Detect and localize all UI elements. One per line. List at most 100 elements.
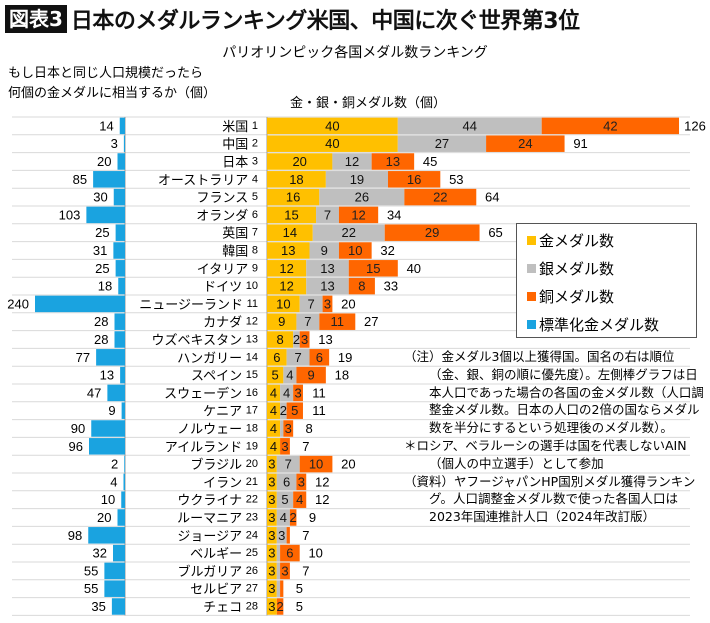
gold-bar xyxy=(267,366,284,384)
bronze-bar xyxy=(283,420,294,437)
bronze-value-label: 13 xyxy=(386,154,400,169)
silver-value-label: 4 xyxy=(280,510,287,525)
total-label: 126 xyxy=(684,118,706,133)
silver-value-label: 5 xyxy=(281,492,288,507)
bronze-value-label: 2 xyxy=(276,599,283,614)
silver-bar xyxy=(397,135,487,152)
silver-value-label: 2 xyxy=(280,403,287,418)
rank-number: 14 xyxy=(246,351,258,363)
silver-bar xyxy=(296,313,320,330)
country-label: ケニア 17 xyxy=(203,403,258,418)
gold-bar xyxy=(267,206,317,224)
standardized-label: 14 xyxy=(99,118,113,133)
left-header-line-2: 何個の金メダルに相当するか（個） xyxy=(8,86,217,101)
country-label: ジョージア 24 xyxy=(177,528,258,543)
silver-value-label: 13 xyxy=(320,279,334,294)
rank-number: 28 xyxy=(246,601,258,613)
bronze-bar xyxy=(319,313,356,330)
bronze-value-label: 3 xyxy=(301,332,308,347)
bronze-bar xyxy=(322,295,333,313)
gold-bar xyxy=(267,331,294,348)
bronze-bar xyxy=(541,117,680,135)
silver-bar xyxy=(276,562,281,580)
country-name: 韓国 xyxy=(222,243,252,258)
bronze-bar xyxy=(280,544,300,562)
country-name: 英国 xyxy=(222,225,252,240)
country-name: オランダ xyxy=(196,207,252,222)
gold-bar xyxy=(267,544,277,562)
total-label: 11 xyxy=(312,385,326,400)
bronze-value-label: 3 xyxy=(298,474,305,489)
silver-bar xyxy=(276,455,300,473)
country-label: ブラジル 20 xyxy=(190,457,258,472)
bronze-bar xyxy=(296,473,307,491)
standardized-bar xyxy=(91,420,125,437)
total-label: 19 xyxy=(338,350,352,365)
rank-number: 18 xyxy=(246,423,258,435)
total-label: 27 xyxy=(364,314,378,329)
country-label: ルーマニア 23 xyxy=(177,510,258,525)
total-label: 65 xyxy=(488,225,502,240)
rank-number: 3 xyxy=(252,156,258,168)
notes: （注）金メダル3個以上獲得国。国名の右は順位（金、銀、銅の順に優先度）。左側棒グ… xyxy=(404,348,704,526)
gold-value-label: 13 xyxy=(281,243,295,258)
rank-number: 15 xyxy=(246,369,258,381)
legend-item-gold: 金メダル数 xyxy=(527,230,614,251)
silver-bar xyxy=(280,384,294,402)
total-label: 40 xyxy=(407,261,421,276)
standardized-label: 25 xyxy=(95,261,109,276)
silver-value-label: 6 xyxy=(283,474,290,489)
bronze-value-label: 6 xyxy=(286,546,293,561)
gold-value-label: 3 xyxy=(268,528,275,543)
standardized-label: 90 xyxy=(71,421,85,436)
gold-bar xyxy=(267,402,281,419)
country-name: カナダ xyxy=(203,314,246,329)
gold-value-label: 4 xyxy=(270,403,277,418)
gold-value-label: 3 xyxy=(268,510,275,525)
silver-swatch xyxy=(527,264,536,273)
total-label: 9 xyxy=(309,510,316,525)
standardized-bar xyxy=(123,135,125,152)
bronze-bar xyxy=(276,598,284,615)
country-label: ドイツ 10 xyxy=(203,279,258,294)
standardized-label: 103 xyxy=(59,207,81,222)
silver-value-label: 26 xyxy=(355,190,369,205)
standardized-label: 3 xyxy=(111,136,118,151)
gold-value-label: 14 xyxy=(283,225,297,240)
page-title: 日本のメダルランキング米国、中国に次ぐ世界第3位 xyxy=(70,9,580,34)
right-axis-header: 金・銀・銅メダル数（個） xyxy=(290,96,447,111)
standardized-label: 4 xyxy=(110,474,117,489)
rank-number: 9 xyxy=(252,262,258,274)
rank-number: 20 xyxy=(246,458,258,470)
gold-value-label: 3 xyxy=(268,492,275,507)
silver-bar xyxy=(276,491,294,508)
silver-bar xyxy=(293,331,300,348)
country-name: ウクライナ xyxy=(177,492,245,507)
standardized-label: 240 xyxy=(7,296,29,311)
rank-number: 17 xyxy=(246,405,258,417)
rank-number: 2 xyxy=(252,138,258,150)
total-label: 5 xyxy=(296,581,303,596)
country-name: アイルランド xyxy=(165,439,246,454)
gold-value-label: 9 xyxy=(278,314,285,329)
gold-value-label: 6 xyxy=(273,350,280,365)
silver-value-label: 4 xyxy=(283,385,290,400)
standardized-bar xyxy=(111,598,125,615)
bronze-bar xyxy=(486,135,565,152)
bronze-value-label: 42 xyxy=(603,118,617,133)
standardized-bar xyxy=(96,349,125,366)
standardized-label: 28 xyxy=(94,332,108,347)
country-label: セルビア 27 xyxy=(190,581,258,596)
standardized-bar xyxy=(121,491,125,508)
country-name: ケニア xyxy=(203,403,246,418)
bronze-bar xyxy=(338,242,372,259)
rank-number: 4 xyxy=(252,173,258,185)
country-name: ハンガリー xyxy=(177,350,246,365)
country-label: カナダ 12 xyxy=(203,314,258,329)
rank-number: 22 xyxy=(246,494,258,506)
bronze-bar xyxy=(293,491,307,508)
rank-number: 12 xyxy=(246,316,258,328)
standardized-label: 2 xyxy=(111,457,118,472)
standardized-label: 35 xyxy=(91,599,105,614)
